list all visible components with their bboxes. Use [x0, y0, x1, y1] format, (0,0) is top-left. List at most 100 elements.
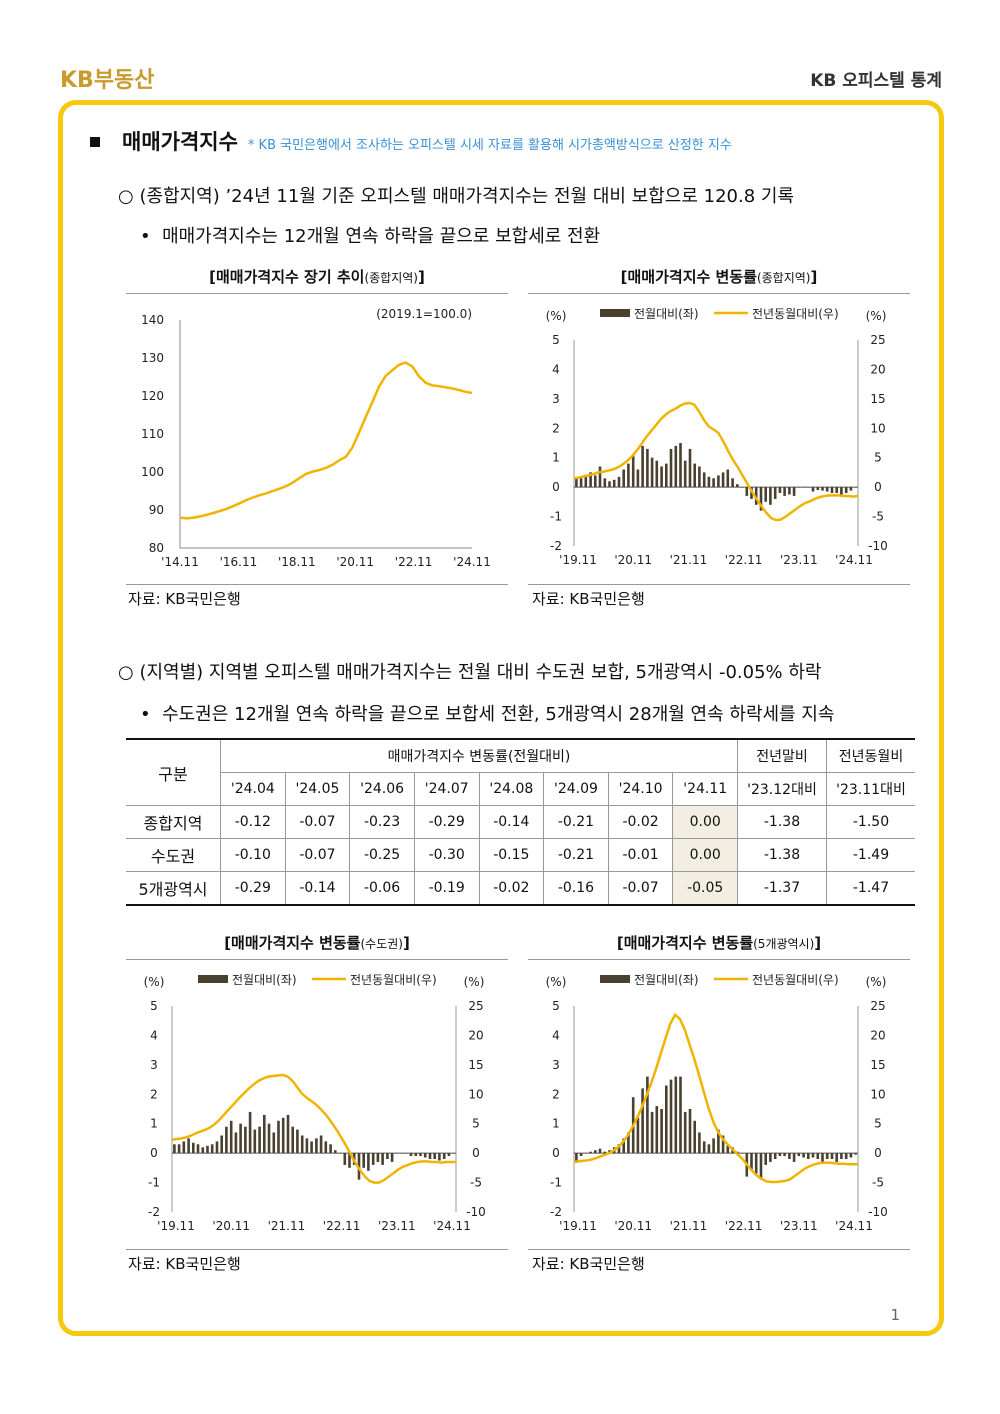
left-tick-label: 0 [150, 1146, 158, 1160]
left-tick-label: 4 [552, 362, 560, 376]
table-cell: -0.07 [284, 805, 351, 839]
bar [655, 460, 659, 488]
bar [452, 1153, 455, 1154]
table-cell: -0.14 [284, 871, 351, 906]
divider [126, 293, 508, 294]
table-cell: -0.30 [413, 838, 480, 872]
bar [281, 1117, 285, 1154]
bar [575, 478, 578, 488]
left-tick-label: 5 [150, 999, 158, 1013]
bar [192, 1142, 195, 1154]
y-tick-label: 140 [141, 313, 164, 327]
bar [769, 1153, 772, 1162]
document-title: KB 오피스텔 통계 [810, 71, 942, 91]
kb-logo: KB부동산 [60, 68, 155, 93]
bar [263, 1114, 266, 1154]
bar [177, 1144, 181, 1154]
bar [617, 1144, 621, 1154]
bar [277, 1120, 280, 1154]
bar [622, 469, 625, 488]
bar [674, 1076, 678, 1154]
bar [244, 1126, 247, 1154]
legend-line-label: 전년동월대비(우) [350, 973, 437, 987]
x-tick-label: '24.11 [453, 555, 491, 569]
bar [773, 1153, 777, 1159]
bar [229, 1120, 233, 1154]
bar [807, 487, 810, 488]
chart-title-main: [매매가격지수 변동률 [620, 268, 757, 286]
left-tick-label: 4 [150, 1028, 158, 1042]
bar [414, 1153, 418, 1156]
bar [636, 1117, 640, 1154]
bar [660, 466, 663, 488]
table-row: 종합지역 -0.12 -0.07 -0.23 -0.29 -0.14 -0.21… [126, 805, 915, 839]
bar [627, 1132, 630, 1154]
bar [825, 1153, 829, 1159]
bar [792, 1153, 796, 1162]
bar [575, 1153, 578, 1162]
bar [376, 1153, 380, 1162]
bar [759, 1153, 763, 1180]
right-tick-label: 10 [870, 421, 885, 435]
left-tick-label: -1 [148, 1176, 160, 1190]
bar [627, 463, 630, 488]
right-tick-label: -10 [466, 1205, 486, 1219]
left-tick-label: 2 [150, 1087, 158, 1101]
bar [381, 1153, 384, 1165]
chart-title-region: (종합지역) [364, 271, 418, 285]
section-title: 매매가격지수 [122, 130, 238, 154]
right-tick-label: 15 [468, 1058, 483, 1072]
table-cell: -0.25 [349, 838, 415, 872]
bar [840, 487, 843, 495]
left-tick-label: 2 [552, 1087, 560, 1101]
bar [669, 448, 673, 488]
chart-title-change-metro: [매매가격지수 변동률(5개광역시)] [528, 932, 910, 953]
sub-header-prev-year-end: '23.12대비 [737, 772, 827, 806]
bar [835, 487, 838, 493]
right-tick-label: 25 [468, 999, 483, 1013]
right-tick-label: 10 [870, 1087, 885, 1101]
month-header: '24.06 [349, 772, 415, 806]
left-tick-label: 5 [552, 333, 560, 347]
month-header-current: '24.11 [672, 772, 738, 806]
bar [428, 1153, 432, 1159]
change-rate-metro-chart: (%) (%)전월대비(좌) 전년동월대비(우)-2-1012345-10-5051… [546, 973, 888, 1233]
bar [802, 1153, 805, 1158]
right-tick-label: 15 [870, 392, 885, 406]
bar [688, 1109, 692, 1154]
table-cell: -0.19 [413, 871, 480, 906]
bar [821, 487, 824, 491]
bar [726, 1144, 730, 1154]
bar [631, 454, 635, 488]
section-note: * KB 국민은행에서 조사하는 오피스텔 시세 자료를 활용해 시가총액방식으… [247, 138, 732, 153]
bar [693, 463, 696, 488]
bar [319, 1135, 323, 1154]
table-row: 5개광역시 -0.29 -0.14 -0.06 -0.19 -0.02 -0.1… [126, 871, 915, 906]
bar [348, 1153, 351, 1168]
table-cell: -0.07 [284, 838, 351, 872]
bar [395, 1153, 399, 1154]
bar [811, 1153, 815, 1158]
bar [579, 1153, 583, 1156]
x-tick-label: '22.11 [323, 1219, 361, 1233]
bar [603, 1151, 607, 1154]
bar [598, 466, 602, 488]
right-tick-label: -10 [868, 539, 888, 553]
bar [598, 1148, 602, 1154]
bar [702, 472, 706, 488]
right-tick-label: -5 [872, 510, 884, 524]
bar [584, 474, 588, 488]
x-tick-label: '19.11 [559, 553, 597, 567]
left-tick-label: -2 [148, 1205, 160, 1219]
left-tick-label: 2 [552, 421, 560, 435]
x-tick-label: '21.11 [268, 1219, 306, 1233]
chart-title-end: ] [810, 268, 818, 286]
table-cell: -0.29 [413, 805, 480, 839]
x-tick-label: '19.11 [157, 1219, 195, 1233]
paragraph-region-label: (지역별) [139, 662, 204, 683]
x-tick-label: '22.11 [725, 553, 763, 567]
bar [726, 469, 730, 488]
table-cell: -1.50 [826, 805, 915, 839]
right-tick-label: 15 [870, 1058, 885, 1072]
right-tick-label: -5 [872, 1176, 884, 1190]
